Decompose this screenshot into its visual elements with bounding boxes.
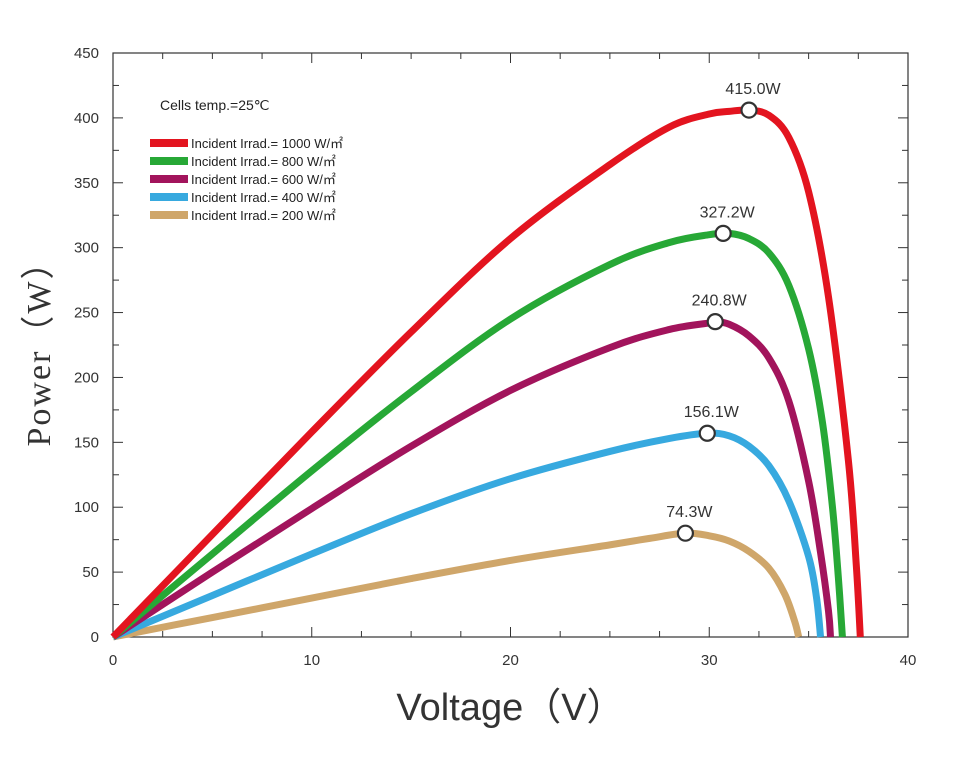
legend-swatch (150, 157, 188, 165)
series-lines (110, 106, 864, 641)
legend-label: Incident Irrad.= 800 W/㎡ (191, 154, 336, 169)
y-tick-label: 250 (74, 305, 99, 322)
legend-swatch (150, 175, 188, 183)
series-line (112, 529, 803, 641)
series-line (110, 106, 864, 640)
mpp-label: 327.2W (700, 204, 756, 221)
mpp-point (714, 224, 732, 242)
x-tick-label: 0 (109, 652, 117, 669)
y-axis-title: Power（W） (20, 244, 58, 447)
legend-swatch (150, 193, 188, 201)
mpp-markers: 415.0W 327.2W 240.8W 156.1W 74.3W (666, 81, 781, 542)
legend-swatch (150, 139, 188, 147)
y-tick-label: 350 (74, 175, 99, 192)
y-tick-label: 200 (74, 369, 99, 386)
series-line (111, 429, 825, 641)
mpp-point (740, 101, 758, 119)
mpp-point (698, 424, 716, 442)
legend-swatch (150, 211, 188, 219)
legend-label: Incident Irrad.= 400 W/㎡ (191, 190, 336, 205)
x-tick-label: 40 (900, 652, 917, 669)
mpp-label: 240.8W (692, 293, 748, 310)
mpp-point (676, 524, 695, 542)
y-tick-label: 400 (74, 110, 99, 127)
mpp-point (706, 313, 724, 331)
y-tick-label: 300 (74, 240, 99, 257)
axis-ticks (112, 52, 909, 638)
mpp-label: 415.0W (725, 81, 781, 98)
x-tick-label: 20 (502, 652, 519, 669)
mpp-label: 156.1W (684, 404, 740, 421)
legend-label: Incident Irrad.= 1000 W/㎡ (191, 136, 343, 151)
cells-temp-annotation: Cells temp.=25℃ (160, 97, 270, 113)
x-axis-title: Voltage（V） (396, 687, 624, 729)
y-tick-label: 0 (91, 629, 99, 646)
mpp-label: 74.3W (666, 504, 713, 521)
y-tick-label: 150 (74, 434, 99, 451)
y-tick-label: 100 (74, 499, 99, 516)
legend: Incident Irrad.= 1000 W/㎡ Incident Irrad.… (150, 136, 343, 223)
x-tick-label: 10 (303, 652, 320, 669)
y-tick-label: 50 (82, 564, 99, 581)
y-tick-label: 450 (74, 45, 99, 62)
x-tick-label: 30 (701, 652, 718, 669)
legend-label: Incident Irrad.= 200 W/㎡ (191, 208, 336, 223)
legend-label: Incident Irrad.= 600 W/㎡ (191, 172, 336, 187)
